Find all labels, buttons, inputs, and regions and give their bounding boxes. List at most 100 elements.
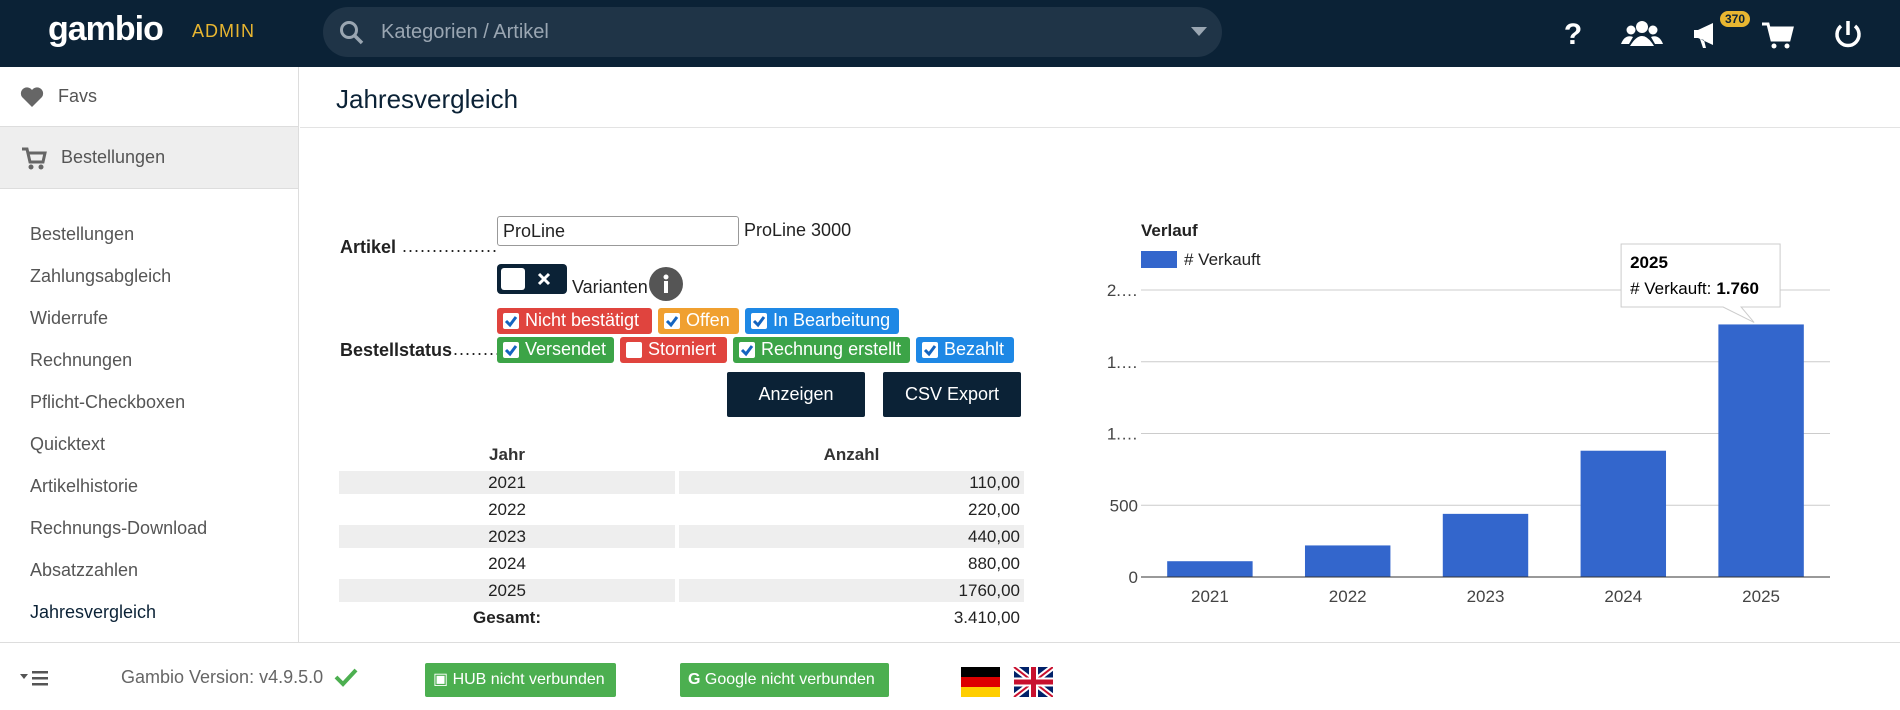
search-icon bbox=[340, 21, 364, 45]
menu-item[interactable]: Jahresvergleich bbox=[30, 602, 157, 622]
section-row[interactable]: Bestellungen bbox=[0, 127, 298, 189]
x-tick-label: 2025 bbox=[1742, 587, 1780, 606]
status-filter[interactable]: Storniert bbox=[620, 337, 727, 363]
check-icon bbox=[334, 668, 358, 687]
tooltip-value: 1.760 bbox=[1716, 279, 1759, 298]
table-cell: 880,00 bbox=[968, 554, 1020, 573]
bar bbox=[1167, 561, 1253, 577]
status-label: In Bearbeitung bbox=[773, 310, 891, 330]
google-label: Google nicht verbunden bbox=[704, 671, 875, 688]
status-label: Nicht bestätigt bbox=[525, 310, 640, 330]
article-name: ProLine 3000 bbox=[744, 220, 852, 240]
x-tick-label: 2024 bbox=[1604, 587, 1642, 606]
tooltip-box bbox=[1620, 243, 1781, 323]
menu-item[interactable]: Rechnungs-Download bbox=[30, 518, 208, 538]
status-label: Offen bbox=[686, 310, 730, 330]
notification-badge: 370 bbox=[1720, 11, 1751, 27]
menu-item[interactable]: Quicktext bbox=[30, 434, 106, 454]
dots: ........ bbox=[453, 339, 502, 359]
checkbox[interactable] bbox=[751, 313, 767, 329]
hub-label: HUB nicht verbunden bbox=[452, 671, 605, 688]
status-filter[interactable]: Offen bbox=[658, 308, 739, 334]
favs-label: Favs bbox=[58, 86, 98, 106]
checkbox[interactable] bbox=[922, 342, 938, 358]
x-tick-label: 2022 bbox=[1329, 587, 1367, 606]
cart-icon bbox=[22, 147, 47, 170]
admin-label: ADMIN bbox=[192, 21, 255, 41]
checkmark bbox=[665, 316, 679, 328]
language-flags[interactable] bbox=[961, 667, 1053, 697]
status-label: Bestellstatus bbox=[340, 340, 453, 360]
legend-label: # Verkauft bbox=[1184, 250, 1261, 269]
status-filter[interactable]: Rechnung erstellt bbox=[733, 337, 910, 363]
x-tick-label: 2021 bbox=[1191, 587, 1229, 606]
status-filter[interactable]: Nicht bestätigt bbox=[497, 308, 652, 334]
article-input[interactable]: ProLine bbox=[497, 216, 739, 246]
menu-item[interactable]: Pflicht-Checkboxen bbox=[30, 392, 186, 412]
table-cell: 2022 bbox=[488, 500, 526, 519]
dropdown-icon bbox=[1191, 27, 1207, 36]
table-header: Jahr bbox=[489, 445, 525, 464]
checkbox[interactable] bbox=[664, 313, 680, 329]
menu-item[interactable]: Artikelhistorie bbox=[30, 476, 139, 496]
hub-button[interactable]: ▣ HUB nicht verbunden bbox=[425, 663, 616, 697]
table-cell: 2025 bbox=[339, 579, 675, 602]
checkbox[interactable] bbox=[626, 342, 642, 358]
menu-item[interactable]: Zahlungsabgleich bbox=[30, 266, 172, 286]
checkbox[interactable] bbox=[503, 342, 519, 358]
svg-text:?: ? bbox=[1564, 18, 1582, 51]
status-filter[interactable]: Versendet bbox=[497, 337, 614, 363]
status-filter[interactable]: In Bearbeitung bbox=[745, 308, 899, 334]
checkmark bbox=[923, 345, 937, 357]
menu-item[interactable]: Bestellungen bbox=[30, 224, 135, 244]
total-label: Gesamt: bbox=[472, 608, 542, 627]
bar bbox=[1580, 450, 1667, 577]
status-label: Bezahlt bbox=[944, 339, 1005, 359]
menu-item[interactable]: Absatzzahlen bbox=[30, 560, 139, 580]
table-cell: 2024 bbox=[488, 554, 526, 573]
version: Gambio Version: v4.9.5.0 bbox=[121, 667, 324, 687]
total-value: 3.410,00 bbox=[953, 608, 1020, 627]
x-tick-label: 2023 bbox=[1467, 587, 1505, 606]
csv-export-button[interactable]: CSV Export bbox=[883, 372, 1021, 417]
divider bbox=[300, 127, 1900, 128]
variants-toggle[interactable] bbox=[497, 264, 567, 294]
top-bar: gambio ADMIN Kategorien / Artikel ? 370 bbox=[0, 0, 1900, 67]
section-label: Bestellungen bbox=[61, 147, 166, 167]
chart-title: Verlauf bbox=[1141, 221, 1198, 240]
show-button[interactable]: Anzeigen bbox=[727, 372, 865, 417]
checkbox[interactable] bbox=[739, 342, 755, 358]
sidebar: Favs Bestellungen Bestellungen Zahlungsab… bbox=[0, 67, 299, 642]
info-icon[interactable] bbox=[649, 267, 684, 302]
table-cell: 110,00 bbox=[679, 471, 1024, 494]
favs-row[interactable]: Favs bbox=[0, 67, 298, 127]
google-button[interactable]: G Google nicht verbunden bbox=[680, 663, 889, 697]
article-label: Artikel bbox=[340, 237, 397, 257]
header-icons[interactable]: ? bbox=[1555, 12, 1875, 56]
search-box[interactable]: Kategorien / Artikel bbox=[323, 7, 1222, 57]
table-cell: 2021 bbox=[339, 471, 675, 494]
menu-item[interactable]: Widerrufe bbox=[30, 308, 109, 328]
checkbox[interactable] bbox=[503, 313, 519, 329]
footer: Gambio Version: v4.9.5.0 ▣ HUB nicht ver… bbox=[0, 642, 1900, 710]
bar bbox=[1442, 513, 1529, 577]
table-header: Anzahl bbox=[823, 445, 880, 464]
chart: Verlauf # Verkauft 0 500 1.… 1.… 2.… 2021 2022 20… bbox=[1107, 221, 1830, 606]
tooltip-label: # Verkauft: bbox=[1630, 279, 1711, 298]
tooltip-title: 2025 bbox=[1630, 253, 1668, 272]
bar bbox=[1304, 545, 1391, 577]
y-tick-label: 2.… bbox=[1107, 281, 1138, 300]
menu-item[interactable]: Rechnungen bbox=[30, 350, 133, 370]
status-label: Rechnung erstellt bbox=[761, 339, 902, 359]
status-label: Versendet bbox=[525, 339, 607, 359]
table-cell: 1760,00 bbox=[679, 579, 1024, 602]
toggle-knob bbox=[501, 268, 525, 290]
logo[interactable]: gambio bbox=[48, 10, 164, 48]
table-cell: 440,00 bbox=[679, 525, 1024, 548]
y-tick-label: 1.… bbox=[1107, 353, 1138, 372]
legend-swatch bbox=[1141, 251, 1177, 268]
status-filter[interactable]: Bezahlt bbox=[916, 337, 1014, 363]
menu-toggle[interactable] bbox=[20, 669, 56, 687]
checkmark bbox=[740, 345, 754, 357]
